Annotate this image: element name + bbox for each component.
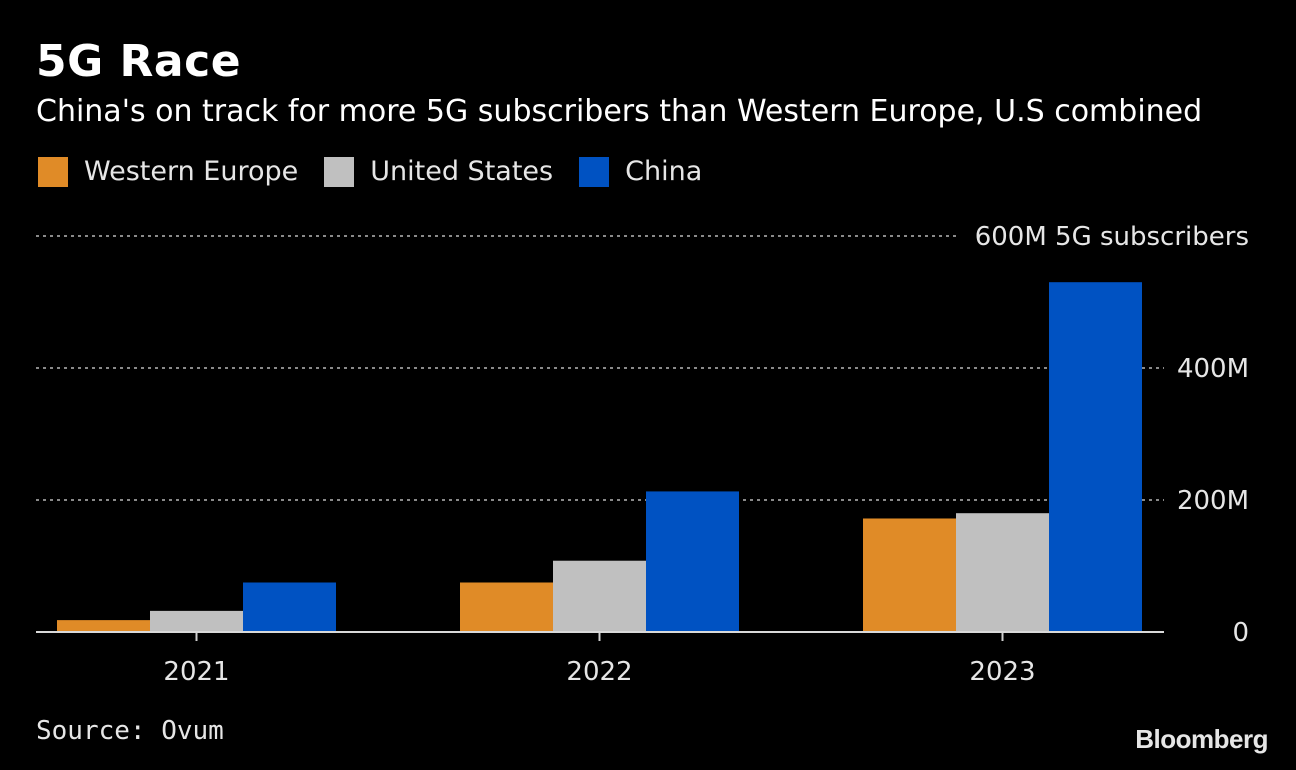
y-tick-label-200: 200M bbox=[1177, 486, 1249, 516]
legend-swatch-china bbox=[579, 156, 610, 187]
legend-item-western-europe: Western Europe bbox=[38, 156, 298, 187]
chart-title: 5G Race bbox=[36, 36, 242, 87]
y-tick-label-600: 600M 5G subscribers bbox=[975, 222, 1249, 252]
y-tick-label-400: 400M bbox=[1177, 354, 1249, 384]
bar-western-europe-2022 bbox=[460, 582, 553, 632]
y-tick-label-0: 0 bbox=[1232, 618, 1249, 648]
bar-china-2023 bbox=[1049, 282, 1142, 632]
legend-label-western-europe: Western Europe bbox=[84, 156, 299, 187]
bar-united-states-2021 bbox=[150, 610, 243, 632]
x-tick-label-2023: 2023 bbox=[969, 657, 1035, 687]
x-tick-label-2022: 2022 bbox=[566, 657, 632, 687]
legend: Western Europe United States China bbox=[38, 156, 728, 187]
legend-label-united-states: United States bbox=[370, 156, 554, 187]
bloomberg-logo: Bloomberg bbox=[1135, 724, 1268, 754]
bar-western-europe-2023 bbox=[863, 518, 956, 632]
legend-swatch-united-states bbox=[324, 156, 355, 187]
source-note: Source: Ovum bbox=[36, 716, 224, 746]
chart-subtitle: China's on track for more 5G subscribers… bbox=[36, 94, 1203, 129]
legend-item-china: China bbox=[579, 156, 702, 187]
bar-united-states-2023 bbox=[956, 513, 1049, 632]
bar-western-europe-2021 bbox=[57, 620, 150, 632]
legend-item-united-states: United States bbox=[324, 156, 553, 187]
bar-united-states-2022 bbox=[553, 560, 646, 632]
legend-label-china: China bbox=[625, 156, 703, 187]
bar-china-2021 bbox=[243, 582, 336, 632]
bar-china-2022 bbox=[646, 491, 739, 632]
x-tick-label-2021: 2021 bbox=[163, 657, 229, 687]
legend-swatch-western-europe bbox=[38, 156, 68, 187]
